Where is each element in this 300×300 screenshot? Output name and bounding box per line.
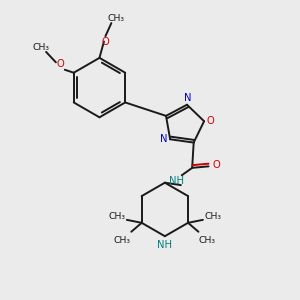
Text: NH: NH [169, 176, 184, 186]
Text: N: N [160, 134, 167, 144]
Text: CH₃: CH₃ [108, 14, 125, 23]
Text: CH₃: CH₃ [32, 43, 50, 52]
Text: N: N [184, 93, 191, 103]
Text: CH₃: CH₃ [199, 236, 216, 244]
Text: O: O [212, 160, 220, 170]
Text: CH₃: CH₃ [204, 212, 221, 221]
Text: CH₃: CH₃ [114, 236, 131, 244]
Text: O: O [207, 116, 214, 126]
Text: NH: NH [158, 239, 172, 250]
Text: O: O [56, 59, 64, 69]
Text: O: O [101, 37, 109, 46]
Text: CH₃: CH₃ [109, 212, 125, 221]
